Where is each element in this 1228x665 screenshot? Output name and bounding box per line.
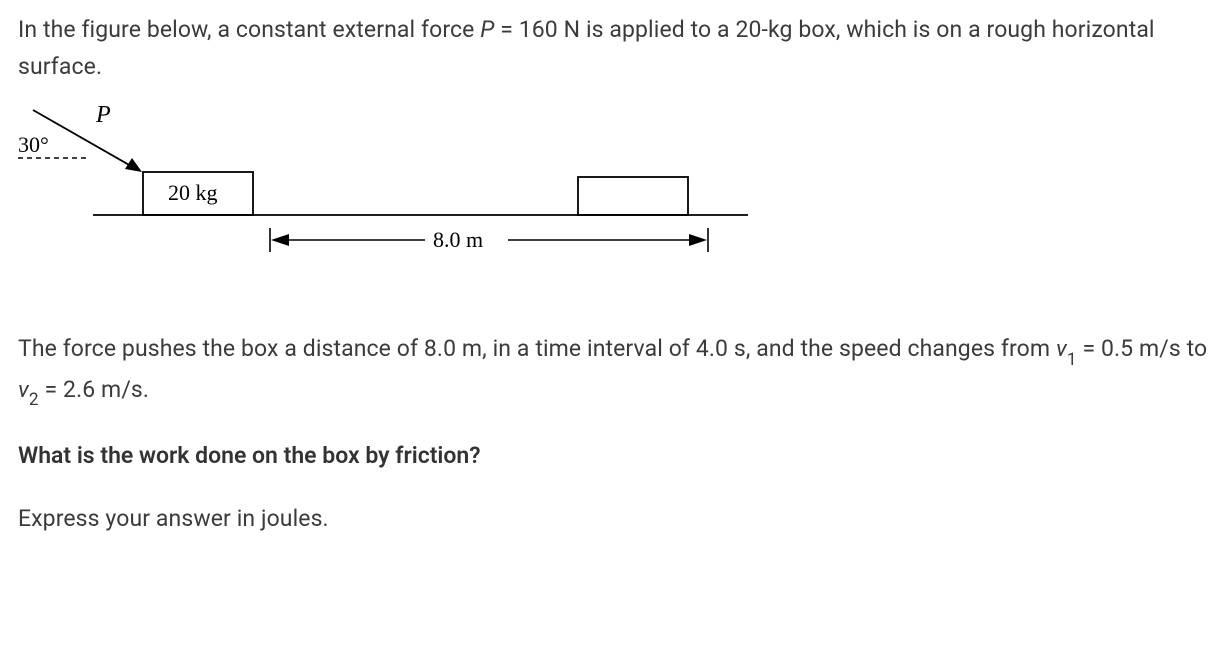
force-arrow-head: [125, 158, 142, 172]
physics-diagram: 30° P 20 kg 8.0 m: [18, 100, 1210, 282]
problem-detail: The force pushes the box a distance of 8…: [18, 331, 1210, 411]
force-variable-P: P: [480, 16, 494, 43]
v2-var: v: [18, 376, 29, 403]
detail-text-2: = 0.5 m/s to: [1077, 335, 1208, 362]
v1-sub: 1: [1067, 350, 1077, 370]
diagram-svg: 30° P 20 kg 8.0 m: [18, 100, 748, 270]
force-label-P: P: [95, 102, 111, 128]
box-end: [578, 177, 688, 215]
angle-label: 30°: [18, 132, 49, 157]
answer-instruction: Express your answer in joules.: [18, 501, 1210, 538]
dim-arrow-left: [271, 234, 289, 246]
v2-sub: 2: [29, 390, 39, 410]
problem-intro: In the figure below, a constant external…: [18, 12, 1210, 86]
detail-text-3: = 2.6 m/s.: [39, 376, 149, 403]
dim-arrow-right: [689, 234, 707, 246]
distance-label: 8.0 m: [433, 227, 483, 252]
intro-text-1: In the figure below, a constant external…: [18, 16, 480, 43]
main-question: What is the work done on the box by fric…: [18, 438, 1210, 475]
detail-text-1: The force pushes the box a distance of 8…: [18, 335, 1056, 362]
mass-label: 20 kg: [168, 180, 218, 205]
v1-var: v: [1056, 335, 1067, 362]
